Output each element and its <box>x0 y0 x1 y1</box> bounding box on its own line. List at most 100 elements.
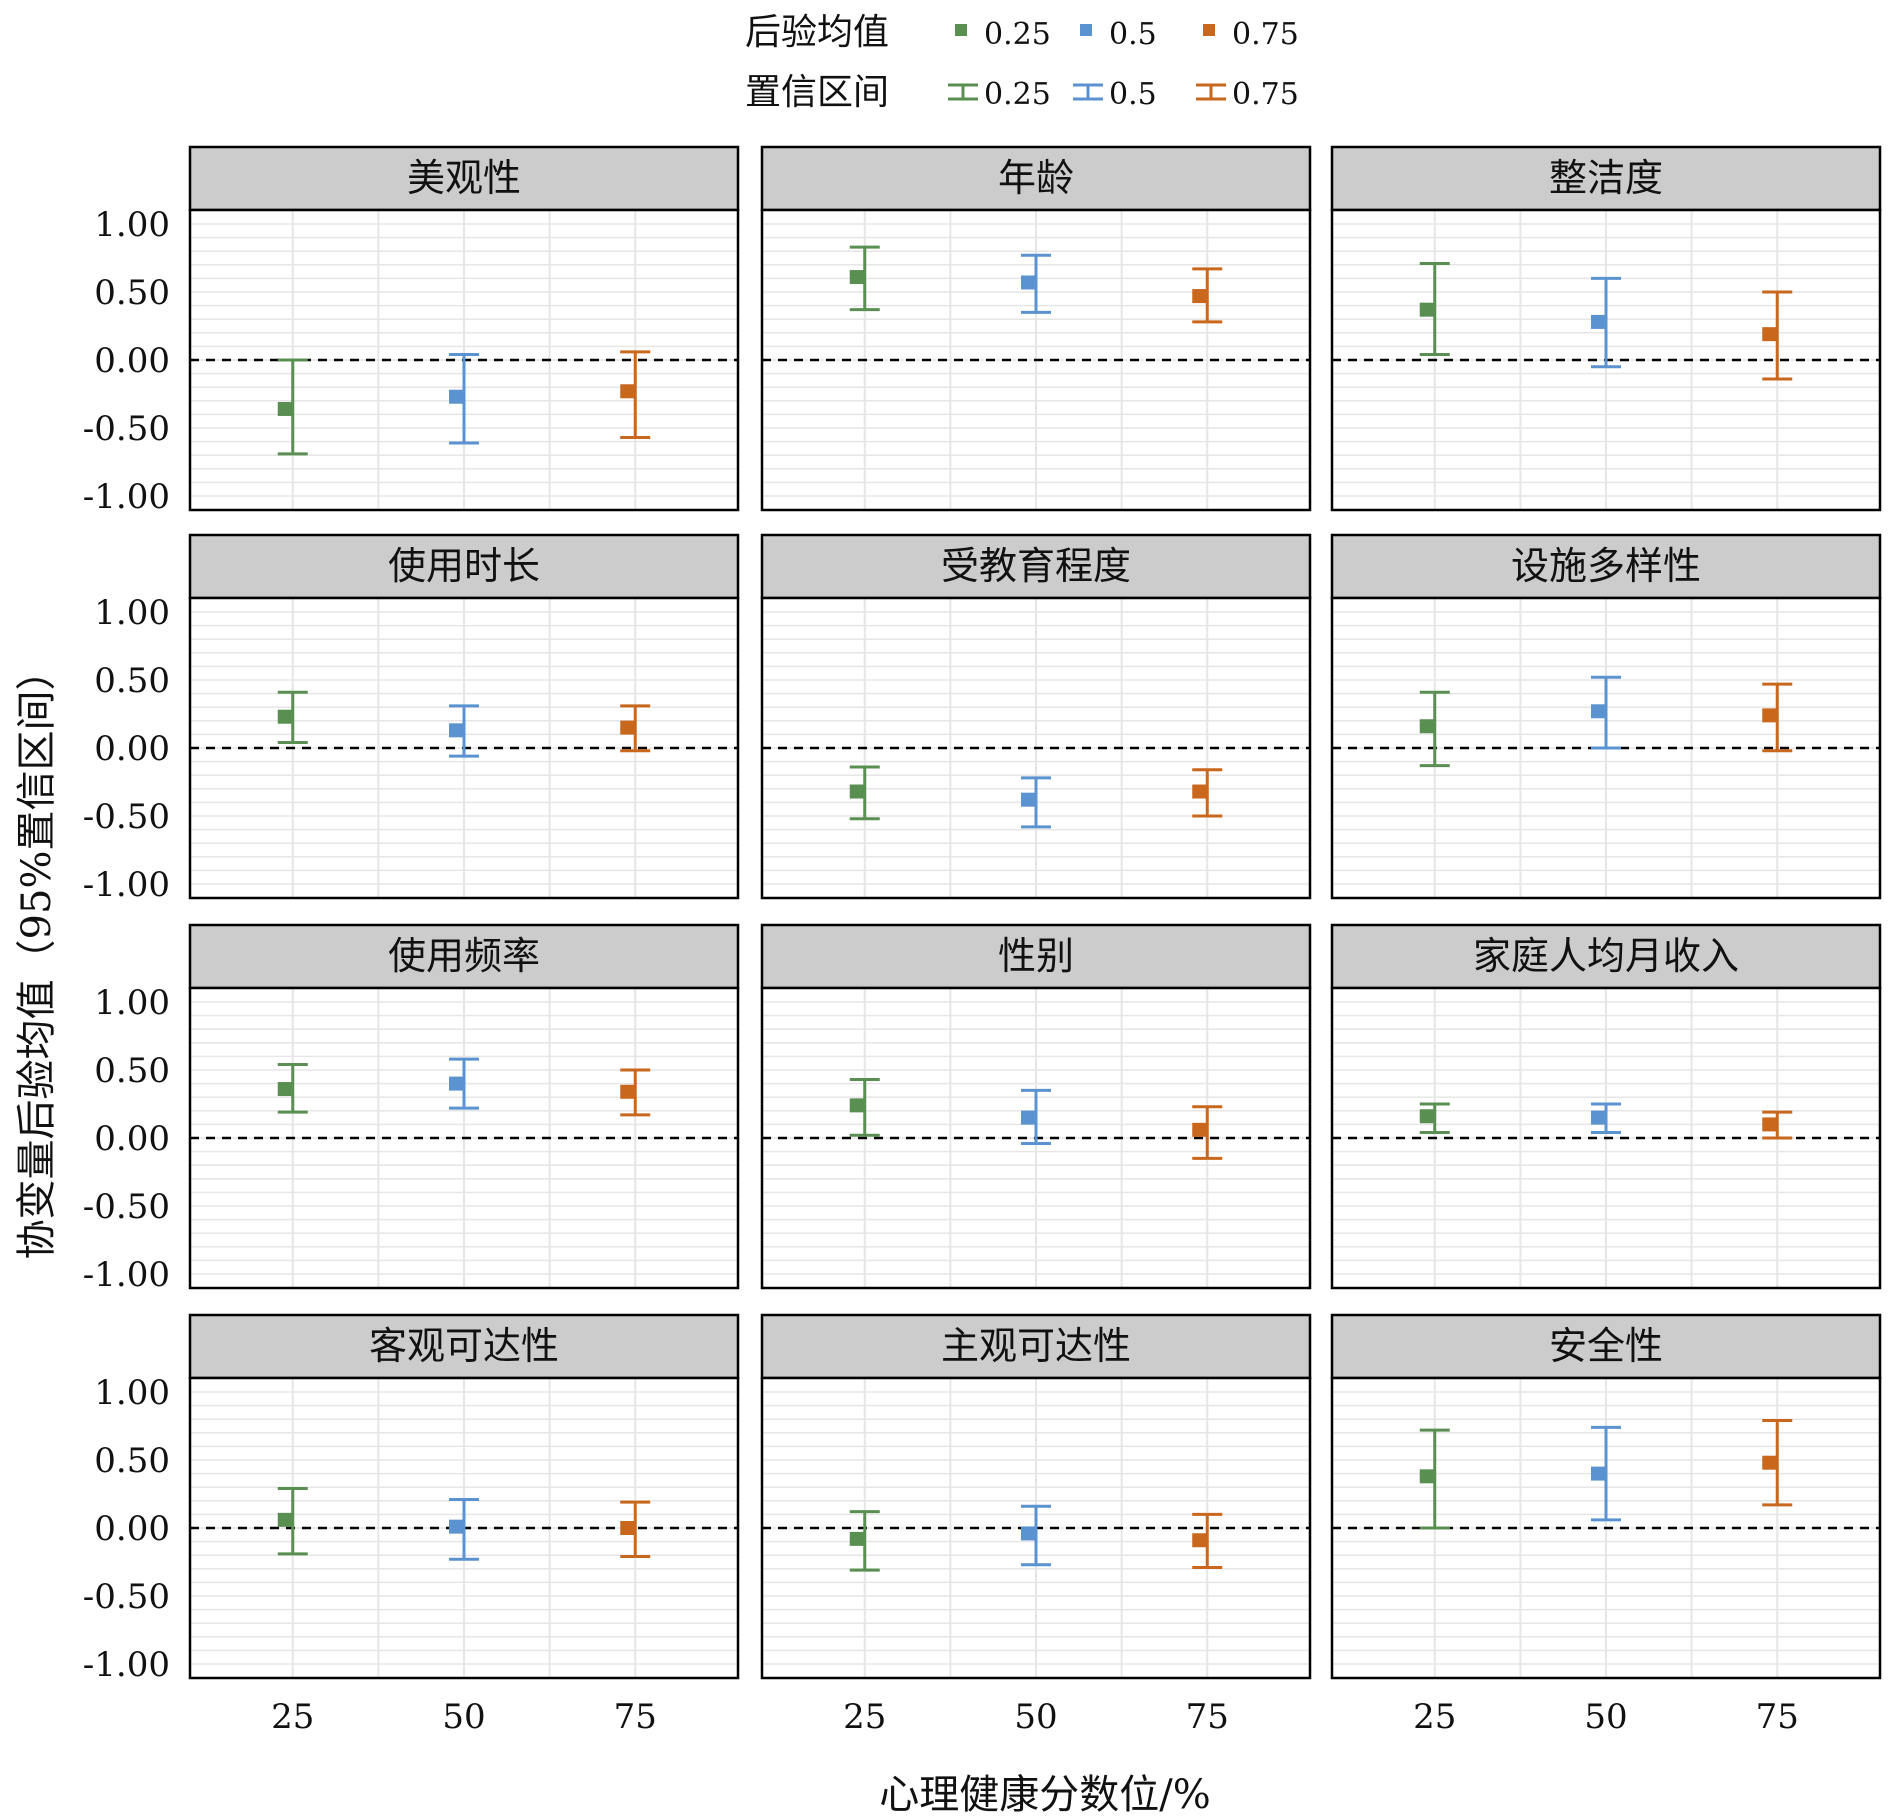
panel-border <box>760 208 1312 512</box>
ci-errorbar <box>620 1068 651 1117</box>
y-tick-label: 0.50 <box>94 1441 170 1481</box>
mean-marker <box>1192 1122 1207 1137</box>
ci-errorbar <box>449 1057 479 1110</box>
ci-errorbar <box>1762 290 1793 381</box>
ci-errorbar <box>1591 276 1621 369</box>
mean-marker <box>1762 708 1777 723</box>
ci-errorbar <box>449 704 479 758</box>
y-tick-label: -0.50 <box>83 797 170 837</box>
mean-marker <box>1021 1110 1035 1125</box>
y-tick-label: -0.50 <box>83 1577 170 1617</box>
facet-strip <box>760 1313 1312 1380</box>
ci-errorbar <box>1419 1102 1450 1135</box>
ci-errorbar <box>277 1487 308 1556</box>
ci-errorbar <box>849 1078 880 1137</box>
ci-errorbar <box>1762 1419 1793 1507</box>
ci-errorbar <box>449 353 479 445</box>
panel-border <box>188 596 740 900</box>
panel-border <box>188 986 740 1290</box>
facet-panel: 设施多样性 <box>1330 533 1882 900</box>
ci-errorbar <box>1591 1425 1621 1522</box>
y-tick-label: 1.00 <box>94 1373 170 1413</box>
legend-mean-label: 0.75 <box>1232 17 1299 52</box>
y-tick-label: 1.00 <box>94 983 170 1023</box>
mean-marker <box>1419 719 1434 734</box>
y-tick-label: -1.00 <box>83 477 170 517</box>
legend-ci-label: 0.5 <box>1109 77 1157 112</box>
y-tick-label: 0.50 <box>94 1051 170 1091</box>
y-tick-label: 0.00 <box>94 1509 170 1549</box>
mean-marker <box>849 1098 864 1113</box>
x-tick-label: 50 <box>442 1697 485 1737</box>
y-tick-label: 0.50 <box>94 661 170 701</box>
y-tick-label: 0.00 <box>94 341 170 381</box>
y-tick-label: 1.00 <box>94 205 170 245</box>
mean-marker <box>1192 784 1207 799</box>
legend-mean-marker <box>1203 24 1215 36</box>
facet-panel: 美观性 1.00 0.50 0.00 -0.50 -1.00 <box>83 145 740 517</box>
facet-panel: 客观可达性 1.00 0.50 0.00 -0.50 -1.00 25 50 75 <box>83 1313 740 1737</box>
ci-errorbar <box>1192 1512 1223 1569</box>
mean-marker <box>1762 1455 1777 1470</box>
facet-title: 美观性 <box>407 156 521 200</box>
mean-marker <box>849 270 864 285</box>
mean-marker <box>449 723 463 738</box>
ci-errorbar <box>277 1063 308 1114</box>
x-tick-label: 75 <box>1756 1697 1799 1737</box>
mean-marker <box>1591 1110 1605 1125</box>
facet-panel: 受教育程度 <box>760 533 1312 900</box>
mean-marker <box>1419 1469 1434 1484</box>
facet-strip <box>1330 533 1882 600</box>
facet-panel: 安全性 25 50 75 <box>1330 1313 1882 1737</box>
mean-marker <box>1192 289 1207 304</box>
legend: 后验均值 置信区间 0.25 0.25 0.5 0.5 0.75 0.75 <box>745 12 1299 113</box>
facet-strip <box>1330 923 1882 990</box>
facet-title: 受教育程度 <box>941 544 1131 588</box>
facet-panel: 使用频率 1.00 0.50 0.00 -0.50 -1.00 <box>83 923 740 1295</box>
mean-marker <box>449 1519 463 1534</box>
ci-errorbar <box>849 1510 880 1572</box>
panel-border <box>760 596 1312 900</box>
y-tick-label: -0.50 <box>83 409 170 449</box>
ci-errorbar <box>1192 1105 1223 1160</box>
ci-errorbar <box>1021 776 1051 829</box>
facet-strip <box>188 145 740 212</box>
x-tick-label: 25 <box>1413 1697 1456 1737</box>
ci-errorbar <box>620 350 651 440</box>
mean-marker <box>1192 1533 1207 1548</box>
ci-errorbar <box>620 1500 651 1559</box>
panel-border <box>1330 986 1882 1290</box>
mean-marker <box>620 1521 635 1535</box>
ci-errorbar <box>1591 675 1621 750</box>
mean-marker <box>1419 302 1434 317</box>
facet-title: 家庭人均月收入 <box>1473 934 1739 978</box>
ci-errorbar <box>1192 267 1223 324</box>
y-tick-label: 0.00 <box>94 729 170 769</box>
ci-errorbar <box>1419 1428 1450 1530</box>
x-tick-label: 75 <box>614 1697 657 1737</box>
ci-errorbar <box>277 358 308 456</box>
legend-ci-marker <box>948 83 978 101</box>
x-tick-label: 75 <box>1186 1697 1229 1737</box>
facet-title: 使用频率 <box>388 934 540 978</box>
facet-title: 安全性 <box>1549 1324 1663 1368</box>
y-axis-label: 协变量后验均值（95%置信区间） <box>14 651 60 1260</box>
panel-border <box>1330 208 1882 512</box>
x-tick-label: 50 <box>1014 1697 1057 1737</box>
facet-panel: 性别 <box>760 923 1312 1290</box>
legend-ci-label: 0.75 <box>1232 77 1299 112</box>
ci-errorbar <box>849 245 880 312</box>
y-tick-label: -1.00 <box>83 865 170 905</box>
facet-title: 年龄 <box>998 156 1074 200</box>
mean-marker <box>277 1082 292 1097</box>
facet-title: 性别 <box>998 934 1074 978</box>
facet-panel: 使用时长 1.00 0.50 0.00 -0.50 -1.00 <box>83 533 740 905</box>
y-tick-label: -0.50 <box>83 1187 170 1227</box>
mean-marker <box>449 389 463 404</box>
panel-border <box>188 1376 740 1680</box>
legend-ci-marker <box>1073 83 1103 101</box>
legend-mean-title: 后验均值 <box>745 12 889 53</box>
ci-errorbar <box>449 1497 479 1561</box>
